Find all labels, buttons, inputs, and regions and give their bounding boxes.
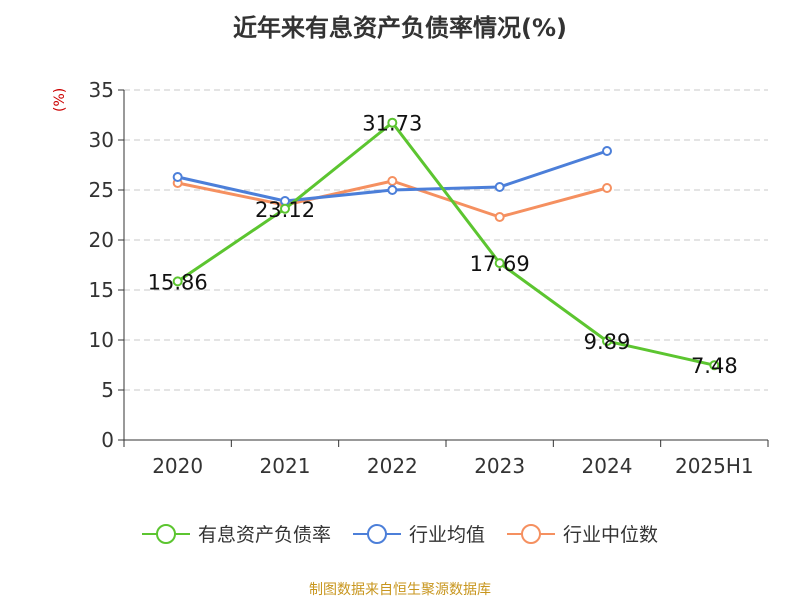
legend-item-1[interactable]: 行业均值 [352, 520, 485, 547]
legend: 有息资产负债率 行业均值 行业中位数 [0, 520, 800, 547]
data-point [602, 183, 612, 193]
data-point [387, 117, 398, 128]
data-label: 31.73 [362, 112, 422, 136]
data-point [387, 176, 398, 186]
data-label: 7.48 [691, 354, 738, 378]
data-point [172, 276, 183, 287]
data-point [602, 336, 612, 347]
legend-label: 有息资产负债率 [197, 524, 331, 546]
y-tick-label: 30 [89, 128, 114, 152]
y-tick-label: 20 [89, 228, 114, 252]
legend-item-0[interactable]: 有息资产负债率 [141, 520, 331, 547]
data-point [602, 146, 612, 156]
x-tick-label: 2023 [474, 454, 525, 478]
x-tick-label: 2022 [367, 454, 418, 478]
y-tick-label: 35 [89, 78, 114, 102]
data-label: 23.12 [255, 198, 315, 222]
x-tick-label: 2024 [582, 454, 633, 478]
data-point [494, 212, 505, 222]
data-point [280, 203, 290, 214]
y-tick-label: 15 [89, 278, 114, 302]
legend-marker-icon [352, 523, 401, 545]
legend-label: 行业中位数 [563, 524, 659, 546]
x-tick-label: 2025H1 [675, 454, 754, 478]
data-point [387, 185, 398, 195]
data-label: 9.89 [584, 330, 631, 354]
y-tick-label: 25 [89, 178, 114, 202]
data-source-note: 制图数据来自恒生聚源数据库 [309, 582, 491, 598]
legend-label: 行业均值 [408, 524, 485, 546]
series-line-0 [176, 121, 715, 367]
legend-marker-icon [141, 523, 190, 545]
y-tick-label: 5 [101, 378, 114, 402]
data-label: 15.86 [148, 270, 208, 294]
chart-title: 近年来有息资产负债率情况(%) [233, 14, 567, 42]
legend-item-2[interactable]: 行业中位数 [507, 520, 658, 547]
data-point [494, 258, 505, 269]
data-label: 17.69 [470, 252, 530, 276]
y-tick-label: 10 [89, 328, 114, 352]
data-point [494, 182, 505, 192]
data-point [172, 172, 183, 182]
x-tick-label: 2020 [152, 454, 203, 478]
legend-marker-icon [507, 523, 555, 545]
data-point [709, 360, 720, 371]
x-tick-label: 2021 [260, 454, 311, 478]
y-tick-label: 0 [101, 428, 114, 452]
